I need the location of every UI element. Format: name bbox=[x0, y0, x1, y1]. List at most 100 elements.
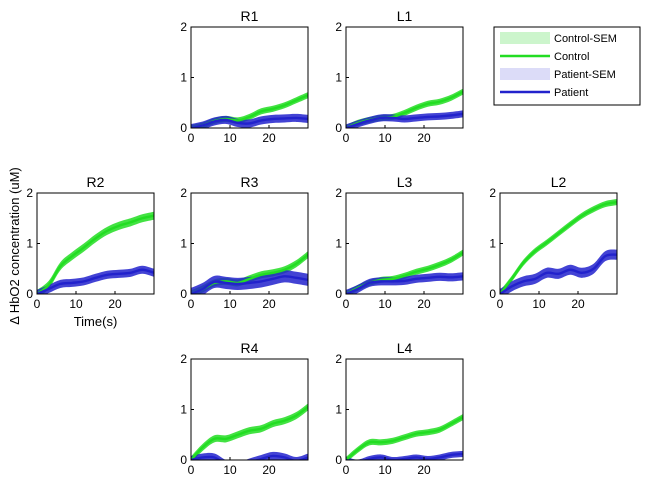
x-tick-label: 0 bbox=[188, 131, 195, 145]
x-tick-label: 10 bbox=[223, 297, 237, 311]
x-tick-label: 10 bbox=[69, 297, 83, 311]
control-line bbox=[500, 200, 617, 294]
legend-label: Control bbox=[554, 51, 589, 63]
patient-line bbox=[191, 116, 308, 128]
subplot-title: R1 bbox=[241, 8, 259, 24]
patient-line bbox=[191, 454, 308, 460]
y-tick-label: 0 bbox=[180, 453, 187, 467]
subplot-title: L4 bbox=[397, 340, 413, 356]
legend-swatch-band bbox=[500, 32, 550, 44]
plot-area bbox=[346, 88, 463, 128]
patient-sem-band bbox=[191, 451, 308, 460]
subplot-r1: 0 10 20 0 1 2 R1 bbox=[180, 8, 309, 145]
plot-area bbox=[500, 199, 617, 294]
patient-sem-band bbox=[500, 249, 617, 294]
y-tick-label: 1 bbox=[335, 403, 342, 417]
x-tick-label: 10 bbox=[532, 297, 546, 311]
control-line bbox=[191, 405, 308, 460]
y-tick-label: 0 bbox=[489, 287, 496, 301]
legend-label: Patient-SEM bbox=[554, 69, 616, 81]
x-tick-label: 0 bbox=[343, 463, 350, 477]
y-tick-label: 2 bbox=[180, 352, 187, 366]
legend-label: Control-SEM bbox=[554, 33, 617, 45]
subplot-l3: 0 10 20 0 1 2 L3 bbox=[335, 174, 464, 311]
x-tick-label: 10 bbox=[378, 463, 392, 477]
subplot-title: R2 bbox=[87, 174, 105, 190]
patient-line bbox=[346, 275, 463, 294]
x-tick-label: 10 bbox=[223, 463, 237, 477]
x-tick-label: 10 bbox=[223, 131, 237, 145]
y-tick-label: 2 bbox=[335, 352, 342, 366]
subplot-title: L2 bbox=[551, 174, 567, 190]
plot-area bbox=[191, 251, 308, 294]
y-tick-label: 0 bbox=[180, 121, 187, 135]
subplot-title: L3 bbox=[397, 174, 413, 190]
x-tick-label: 20 bbox=[108, 297, 122, 311]
y-tick-label: 2 bbox=[335, 20, 342, 34]
x-tick-label: 0 bbox=[188, 463, 195, 477]
x-tick-label: 20 bbox=[571, 297, 585, 311]
x-tick-label: 10 bbox=[378, 297, 392, 311]
subplot-l2: 0 10 20 0 1 2 L2 bbox=[489, 174, 618, 311]
control-line bbox=[346, 415, 463, 460]
y-tick-label: 0 bbox=[335, 121, 342, 135]
y-tick-label: 2 bbox=[180, 186, 187, 200]
subplot-r3: 0 10 20 0 1 2 R3 bbox=[180, 174, 309, 311]
legend-item: Control-SEM bbox=[500, 32, 617, 45]
x-tick-label: 20 bbox=[417, 297, 431, 311]
y-tick-label: 2 bbox=[26, 186, 33, 200]
y-tick-label: 2 bbox=[180, 20, 187, 34]
y-tick-label: 1 bbox=[335, 237, 342, 251]
y-axis-label: Δ HbO2 concentration (uM) bbox=[7, 167, 22, 325]
control-line bbox=[37, 214, 154, 294]
legend: Control-SEM Control Patient-SEM Patient bbox=[493, 26, 641, 106]
subplot-r4: 0 10 20 0 1 2 R4 bbox=[180, 340, 309, 477]
legend-item: Patient-SEM bbox=[500, 68, 616, 81]
y-tick-label: 1 bbox=[180, 403, 187, 417]
y-tick-label: 2 bbox=[335, 186, 342, 200]
y-tick-label: 0 bbox=[335, 453, 342, 467]
subplot-title: L1 bbox=[397, 8, 413, 24]
subplot-title: R3 bbox=[241, 174, 259, 190]
patient-line bbox=[500, 253, 617, 294]
legend-item: Patient bbox=[500, 87, 588, 99]
axes-box bbox=[190, 26, 309, 129]
x-tick-label: 10 bbox=[378, 131, 392, 145]
y-tick-label: 2 bbox=[489, 186, 496, 200]
y-tick-label: 1 bbox=[26, 237, 33, 251]
x-tick-label: 20 bbox=[262, 463, 276, 477]
legend-item: Control bbox=[500, 51, 589, 63]
x-tick-label: 20 bbox=[262, 131, 276, 145]
plot-area bbox=[346, 249, 463, 294]
subplot-r2: 0 10 20 0 1 2 R2 Time(s) bbox=[26, 174, 155, 329]
plot-area bbox=[37, 211, 154, 294]
subplot-l4: 0 10 20 0 1 2 L4 bbox=[335, 340, 464, 477]
legend-swatch-band bbox=[500, 68, 550, 80]
x-tick-label: 0 bbox=[497, 297, 504, 311]
plot-area bbox=[191, 92, 308, 128]
x-tick-label: 0 bbox=[34, 297, 41, 311]
plot-area bbox=[346, 414, 463, 460]
patient-sem-band bbox=[191, 113, 308, 128]
y-tick-label: 0 bbox=[26, 287, 33, 301]
y-tick-label: 0 bbox=[180, 287, 187, 301]
y-tick-label: 0 bbox=[335, 287, 342, 301]
plot-area bbox=[191, 403, 308, 460]
legend-label: Patient bbox=[554, 87, 588, 99]
subplot-l1: 0 10 20 0 1 2 L1 bbox=[335, 8, 464, 145]
x-tick-label: 0 bbox=[343, 131, 350, 145]
y-tick-label: 1 bbox=[335, 71, 342, 85]
patient-line bbox=[37, 268, 154, 294]
x-axis-label: Time(s) bbox=[74, 314, 118, 329]
patient-line bbox=[346, 452, 463, 460]
x-tick-label: 0 bbox=[343, 297, 350, 311]
x-tick-label: 0 bbox=[188, 297, 195, 311]
x-tick-label: 20 bbox=[262, 297, 276, 311]
x-tick-label: 20 bbox=[417, 131, 431, 145]
x-tick-label: 20 bbox=[417, 463, 431, 477]
y-tick-label: 1 bbox=[180, 71, 187, 85]
y-tick-label: 1 bbox=[180, 237, 187, 251]
y-tick-label: 1 bbox=[489, 237, 496, 251]
